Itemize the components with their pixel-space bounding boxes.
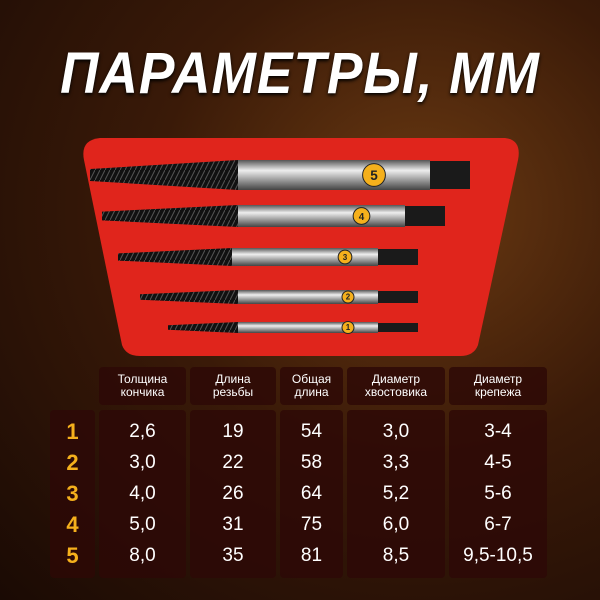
size-label: 1: [346, 323, 351, 332]
header-line: Диаметр: [473, 372, 523, 386]
shank: [238, 160, 430, 190]
column-header: Диаметр хвостовика: [347, 367, 445, 405]
table-cell: 9,5-10,5: [463, 545, 533, 567]
table-cell: 3,0: [382, 420, 410, 442]
header-line: хвостовика: [364, 385, 428, 399]
header-line: крепежа: [474, 385, 522, 399]
square-end: [378, 291, 418, 303]
size-label: 4: [359, 212, 365, 223]
table-cell: 64: [300, 482, 323, 504]
size-badge: [341, 321, 355, 334]
table-cell: 6,0: [382, 514, 410, 536]
size-label: 3: [343, 253, 348, 262]
table-cell: 3,0: [129, 451, 156, 473]
column-header: Толщина кончика: [99, 367, 186, 405]
thread: [168, 322, 238, 333]
table-cell: 54: [300, 420, 323, 442]
screw-extractor: 1: [168, 321, 418, 334]
size-label: 2: [346, 293, 351, 302]
table-column: 3-4 4-5 5-6 6-7 9,5-10,5: [449, 410, 547, 578]
table-cell: 4-5: [484, 451, 512, 473]
header-line: Длина: [215, 372, 251, 386]
table-cell: 19: [222, 420, 244, 442]
table-cell: 5,2: [382, 482, 410, 504]
shank: [238, 290, 378, 304]
size-badge: [352, 207, 371, 225]
table-column: 19 22 26 31 35: [190, 410, 276, 578]
screw-extractor: 4: [102, 205, 445, 227]
table-cell: 8,5: [382, 545, 410, 567]
thread: [90, 160, 238, 190]
table-column: 3,0 3,3 5,2 6,0 8,5: [347, 410, 445, 578]
table-cell: 35: [222, 545, 244, 567]
table-cell: 81: [300, 545, 323, 567]
table-cell: 8,0: [129, 545, 156, 567]
table-column: 2,6 3,0 4,0 5,0 8,0: [99, 410, 186, 578]
square-end: [430, 161, 470, 189]
header-line: Общая: [291, 372, 332, 386]
table-cell: 22: [222, 451, 244, 473]
thread: [118, 248, 232, 266]
shank: [232, 248, 378, 266]
header-line: длина: [294, 385, 329, 399]
screw-extractor: 5: [90, 160, 470, 190]
table-cell: 2,6: [129, 420, 156, 442]
screw-extractor: 3: [118, 248, 418, 266]
page-title: ПАРАМЕТРЫ, ММ: [60, 41, 540, 106]
row-number: 5: [66, 543, 79, 569]
table-cell: 58: [300, 451, 323, 473]
thread: [102, 205, 238, 227]
square-end: [378, 249, 418, 265]
column-header: Длина резьбы: [190, 367, 276, 405]
table-cell: 26: [222, 482, 244, 504]
column-header: Общая длина: [280, 367, 343, 405]
thread: [140, 290, 238, 304]
row-number: 3: [66, 480, 79, 506]
table-cell: 5-6: [484, 482, 512, 504]
screw-extractor: 2: [140, 290, 418, 304]
header-line: кончика: [120, 385, 165, 399]
size-badge: [337, 249, 353, 265]
row-number: 4: [66, 512, 79, 538]
size-label: 5: [370, 168, 378, 183]
square-end: [405, 206, 445, 226]
table-cell: 4,0: [129, 482, 156, 504]
table-cell: 31: [222, 514, 244, 536]
header-line: Толщина: [117, 372, 168, 386]
table-cell: 75: [300, 514, 323, 536]
shank: [238, 322, 378, 333]
size-badge: [362, 163, 386, 187]
table-cell: 3,3: [382, 451, 410, 473]
table-cell: 3-4: [484, 420, 512, 442]
square-end: [378, 323, 418, 332]
size-badge: [341, 290, 355, 304]
header-line: Диаметр: [371, 372, 421, 386]
table-column: 54 58 64 75 81: [280, 410, 343, 578]
header-line: резьбы: [212, 385, 254, 399]
row-number: 2: [66, 449, 79, 475]
row-number: 1: [66, 418, 79, 444]
shank: [238, 205, 405, 227]
table-cell: 6-7: [484, 514, 512, 536]
table-cell: 5,0: [129, 514, 156, 536]
row-number-column: 1 2 3 4 5: [50, 410, 95, 578]
column-header: Диаметр крепежа: [449, 367, 547, 405]
